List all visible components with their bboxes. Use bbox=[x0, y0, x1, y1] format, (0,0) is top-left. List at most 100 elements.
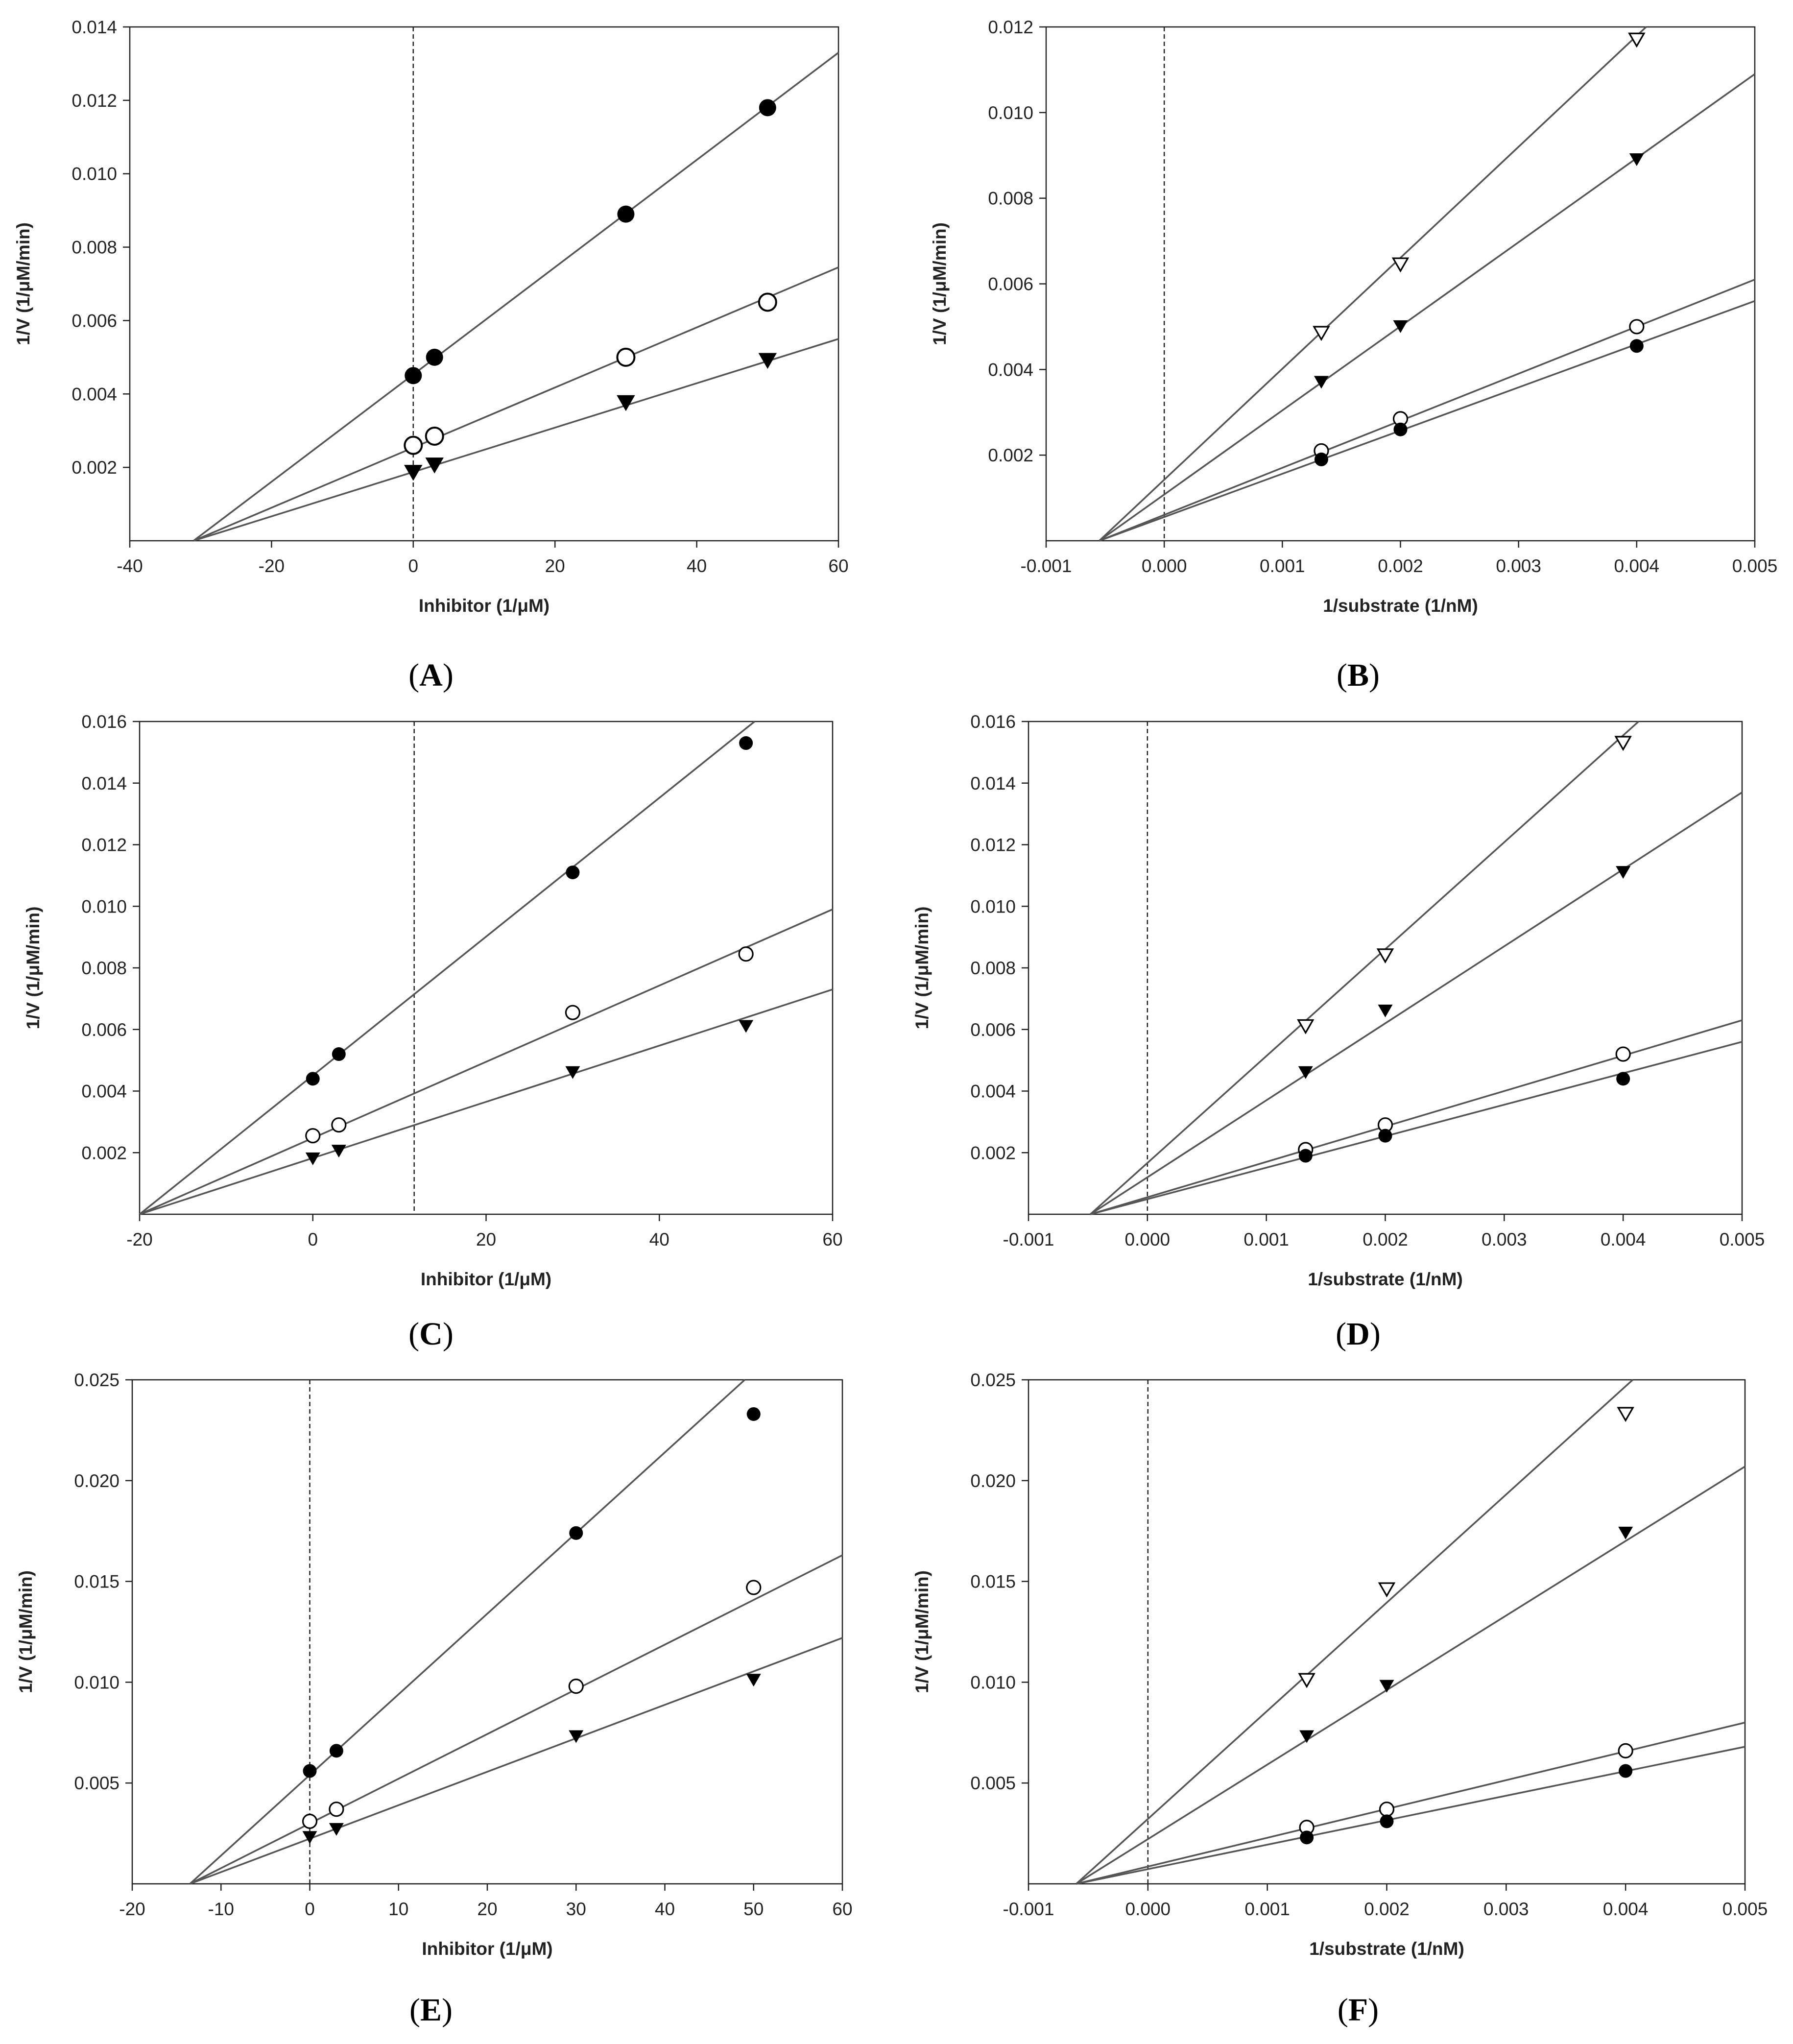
chart-c-series-open-circle-fit-line bbox=[139, 908, 833, 1215]
chart-e-series-filled-triangle-point bbox=[329, 1823, 344, 1836]
chart-b-xtick-label: 0.000 bbox=[1142, 556, 1187, 576]
chart-f-series-filled-circle-fit-line bbox=[1076, 1746, 1745, 1885]
chart-b-series-filled-circle-point bbox=[1629, 339, 1644, 353]
chart-b-ytick-label: 0.010 bbox=[988, 103, 1033, 123]
chart-c-ytick-label: 0.006 bbox=[81, 1020, 127, 1040]
chart-b-y-axis-title: 1/V (1/μM/min) bbox=[930, 222, 950, 345]
chart-e-xtick-label: -10 bbox=[208, 1899, 234, 1919]
chart-f-series-filled-triangle-point bbox=[1379, 1680, 1394, 1693]
chart-e-ytick-label: 0.015 bbox=[74, 1572, 120, 1592]
chart-d-series-open-triangle-point bbox=[1614, 736, 1632, 751]
chart-d-ytick-label: 0.016 bbox=[970, 712, 1016, 732]
chart-e-xtick-label: 50 bbox=[743, 1899, 764, 1919]
chart-f-series-filled-triangle-point bbox=[1618, 1526, 1633, 1539]
chart-c-plot-frame bbox=[139, 721, 834, 1215]
chart-d-series-filled-triangle-fit-line bbox=[1090, 792, 1743, 1215]
chart-b-ytick-label: 0.004 bbox=[988, 360, 1033, 380]
chart-b-xtick-label: 0.002 bbox=[1378, 556, 1423, 576]
chart-d-series-filled-triangle-point bbox=[1616, 866, 1631, 879]
chart-c-series-filled-triangle-point bbox=[739, 1020, 754, 1033]
chart-c-series-filled-circle-point bbox=[332, 1047, 346, 1061]
chart-e-series-filled-circle-fit-line bbox=[189, 1379, 745, 1885]
chart-f-ytick-label: 0.005 bbox=[970, 1773, 1016, 1793]
chart-e-xtick-label: 30 bbox=[566, 1899, 586, 1919]
chart-d-panel-label: (D) bbox=[1336, 1316, 1381, 1352]
chart-c-series-open-circle-point bbox=[565, 1005, 580, 1020]
chart-b-ytick-label: 0.002 bbox=[988, 445, 1033, 465]
chart-b-xtick-label: -0.001 bbox=[1021, 556, 1072, 576]
chart-a-series-filled-circle-point bbox=[759, 99, 776, 117]
chart-e-xtick-label: -20 bbox=[119, 1899, 145, 1919]
chart-a-series-filled-triangle-fit-line bbox=[193, 338, 839, 542]
chart-e-ytick-label: 0.005 bbox=[74, 1773, 120, 1793]
chart-a-ytick-label: 0.006 bbox=[72, 311, 117, 331]
chart-b-series-filled-triangle-point bbox=[1314, 376, 1329, 389]
chart-f: -0.001 0.000 0.001 0.002 0.003 0.004 0.005 0.00… bbox=[912, 1370, 1768, 2028]
chart-b-series-open-triangle-point bbox=[1628, 32, 1646, 48]
chart-c-series-open-circle-point bbox=[738, 946, 754, 962]
chart-f-xtick-label: 0.002 bbox=[1364, 1899, 1410, 1919]
chart-c-series-filled-triangle-point bbox=[565, 1066, 580, 1079]
chart-b-xtick-label: 0.004 bbox=[1614, 556, 1660, 576]
chart-a-xtick-label: -20 bbox=[259, 556, 285, 576]
chart-b-series-filled-triangle-fit-line bbox=[1099, 73, 1756, 542]
chart-a-series-open-circle-point bbox=[758, 292, 777, 312]
chart-e-xtick-label: 20 bbox=[477, 1899, 497, 1919]
chart-b-series-filled-circle-point bbox=[1393, 422, 1408, 436]
chart-a-xtick-label: 40 bbox=[687, 556, 707, 576]
chart-b-plot-frame bbox=[1045, 26, 1756, 542]
chart-d-x-axis-title: 1/substrate (1/nM) bbox=[1308, 1269, 1463, 1289]
chart-c-series-filled-circle-point bbox=[306, 1072, 320, 1086]
chart-b-series-open-triangle-point bbox=[1313, 326, 1330, 341]
chart-b-xtick-label: 0.005 bbox=[1732, 556, 1778, 576]
chart-c-series-open-circle-point bbox=[305, 1128, 321, 1144]
chart-e-plot-frame bbox=[131, 1379, 843, 1885]
chart-f-xtick-label: -0.001 bbox=[1003, 1899, 1054, 1919]
chart-e-xtick-label: 0 bbox=[305, 1899, 315, 1919]
chart-d-ytick-label: 0.012 bbox=[970, 835, 1016, 855]
chart-a-series-filled-circle-point bbox=[426, 348, 443, 366]
chart-a-series-filled-triangle-point bbox=[425, 457, 444, 474]
chart-a-xtick-label: 60 bbox=[828, 556, 848, 576]
chart-e-xtick-label: 40 bbox=[655, 1899, 675, 1919]
chart-f-xtick-label: 0.004 bbox=[1603, 1899, 1649, 1919]
chart-e-series-filled-triangle-point bbox=[746, 1674, 761, 1687]
chart-a-ytick-label: 0.004 bbox=[72, 384, 117, 404]
chart-c-series-filled-circle-point bbox=[739, 736, 753, 750]
chart-d-y-axis-title: 1/V (1/μM/min) bbox=[912, 907, 932, 1030]
chart-d-ytick-label: 0.014 bbox=[970, 773, 1016, 794]
chart-d-ytick-label: 0.006 bbox=[970, 1020, 1016, 1040]
chart-c-ytick-label: 0.002 bbox=[81, 1143, 127, 1163]
chart-a-ytick-label: 0.008 bbox=[72, 238, 117, 258]
chart-f-series-open-circle-point bbox=[1379, 1802, 1395, 1817]
chart-a-series-filled-circle-point bbox=[405, 367, 422, 385]
chart-c-ytick-label: 0.016 bbox=[81, 712, 127, 732]
chart-a-ytick-label: 0.010 bbox=[72, 164, 117, 184]
chart-c-panel-label: (C) bbox=[408, 1316, 454, 1352]
chart-f-series-open-circle-point bbox=[1618, 1743, 1633, 1758]
chart-d-series-filled-triangle-point bbox=[1378, 1005, 1393, 1018]
chart-b-series-filled-circle-fit-line bbox=[1099, 300, 1755, 542]
chart-b-xtick-label: 0.003 bbox=[1496, 556, 1541, 576]
chart-b-x-axis-title: 1/substrate (1/nM) bbox=[1323, 596, 1478, 616]
chart-e-series-open-circle-point bbox=[329, 1802, 344, 1817]
chart-f-series-filled-triangle-fit-line bbox=[1076, 1466, 1745, 1885]
chart-d-series-open-circle-fit-line bbox=[1090, 1019, 1743, 1215]
chart-a-xtick-label: -40 bbox=[117, 556, 143, 576]
chart-e-series-open-circle-point bbox=[746, 1580, 762, 1595]
chart-a-series-open-circle-fit-line bbox=[193, 266, 839, 542]
chart-c-series-filled-triangle-point bbox=[331, 1145, 346, 1158]
chart-e-series-filled-circle-point bbox=[569, 1526, 583, 1540]
chart-d-series-open-triangle-point bbox=[1376, 948, 1394, 964]
chart-e-series-filled-circle-point bbox=[303, 1764, 317, 1778]
chart-d-xtick-label: 0.001 bbox=[1243, 1229, 1289, 1250]
chart-f-series-open-triangle-fit-line bbox=[1076, 1379, 1633, 1885]
chart-a-series-filled-triangle-point bbox=[758, 353, 777, 369]
chart-e-xtick-label: 60 bbox=[832, 1899, 852, 1919]
chart-c-ytick-label: 0.004 bbox=[81, 1082, 127, 1102]
chart-f-ytick-label: 0.010 bbox=[970, 1672, 1016, 1692]
chart-e-y-axis-title: 1/V (1/μM/min) bbox=[16, 1570, 36, 1693]
chart-c-ytick-label: 0.008 bbox=[81, 958, 127, 978]
chart-a-series-open-circle-point bbox=[616, 347, 636, 367]
chart-e-series-open-circle-point bbox=[302, 1813, 318, 1829]
